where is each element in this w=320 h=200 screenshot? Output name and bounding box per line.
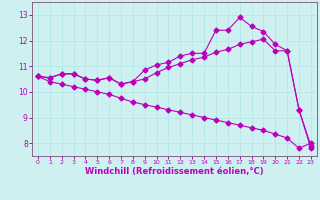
X-axis label: Windchill (Refroidissement éolien,°C): Windchill (Refroidissement éolien,°C)	[85, 167, 264, 176]
